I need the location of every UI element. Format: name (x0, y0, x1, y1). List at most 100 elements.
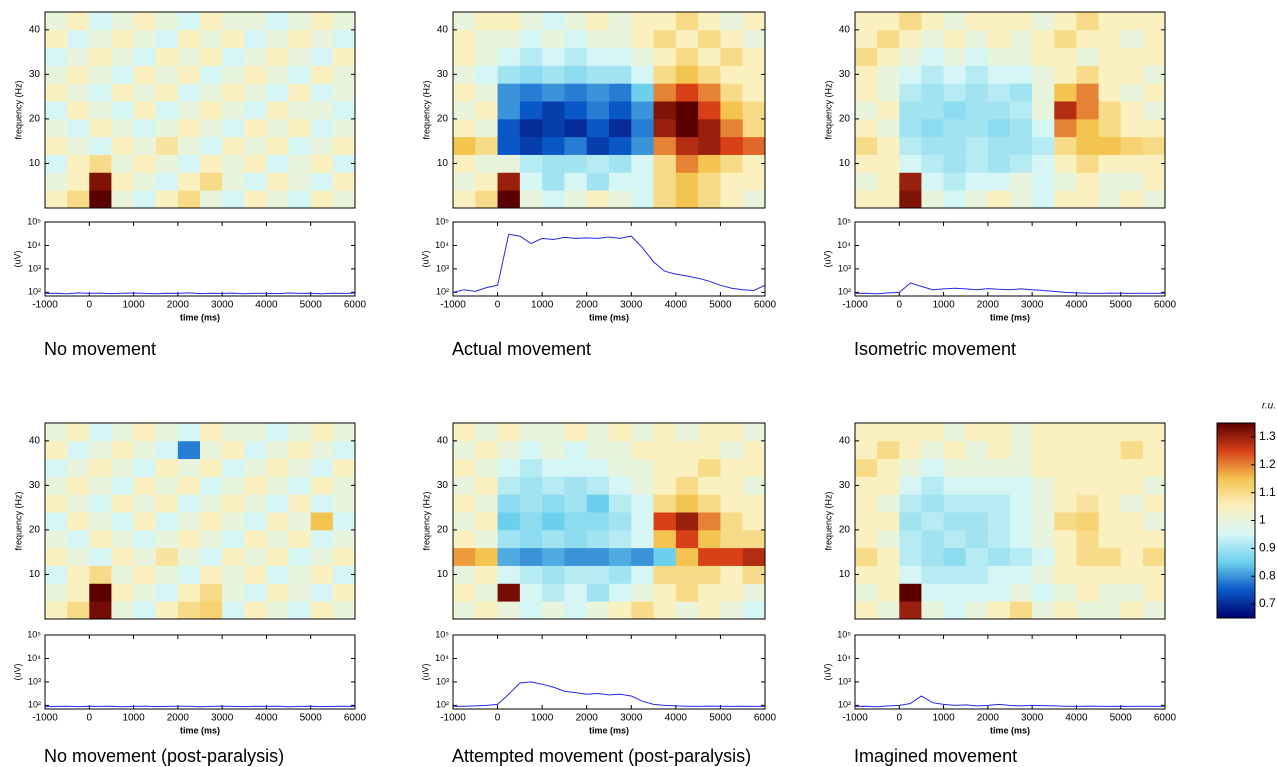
heatmap-cell (155, 101, 179, 120)
heatmap-cell (67, 83, 90, 102)
heatmap-cell (1010, 190, 1033, 209)
x-tick-label: 4000 (665, 713, 688, 724)
heatmap-cell (877, 154, 900, 173)
heatmap-cell (586, 118, 610, 138)
heatmap-cell (1142, 172, 1166, 191)
heatmap-cell (675, 136, 699, 155)
heatmap-cell (332, 47, 356, 66)
heatmap-cell (943, 118, 967, 138)
heatmap-cell (310, 136, 334, 155)
heatmap-cells (45, 423, 356, 620)
signal-line (452, 233, 766, 293)
heatmap-cell (586, 529, 610, 549)
heatmap-cell (675, 458, 699, 477)
heatmap-cell (519, 547, 543, 566)
heatmap-cell (475, 136, 498, 155)
heatmap-cell (899, 172, 922, 191)
heatmap-cell (742, 190, 766, 209)
heatmap-cell (609, 65, 632, 84)
heatmap-cell (742, 476, 766, 495)
x-tick-label: 0 (495, 713, 501, 724)
heatmap-cell (1054, 440, 1077, 460)
heatmap-cell (1054, 118, 1077, 138)
heatmap-cell (720, 12, 744, 31)
heatmap-cell (111, 118, 134, 138)
heatmap-cell (89, 12, 112, 31)
heatmap-cell (288, 190, 312, 209)
heatmap-cell (1010, 494, 1033, 513)
heatmap-cell (675, 118, 699, 138)
heatmap-cell (497, 512, 521, 531)
y-tick-label: 40 (437, 24, 449, 35)
y-tick-label: 30 (29, 69, 41, 80)
y-axis-label: frequency (Hz) (13, 491, 23, 550)
y-tick-label: 40 (839, 435, 851, 446)
heatmap-cell (586, 512, 610, 531)
heatmap-cell (497, 476, 521, 495)
x-axis-label: time (ms) (589, 312, 629, 322)
heatmap-cell (200, 154, 223, 173)
heatmap-cell (564, 29, 588, 49)
x-tick-label: 3000 (211, 300, 234, 311)
heatmap-cell (497, 494, 521, 513)
heatmap-cell (519, 29, 543, 49)
heatmap-cell (1054, 12, 1077, 31)
heatmap-cell (453, 547, 476, 566)
y-axis-label: (uV) (420, 663, 430, 680)
heatmap-cell (965, 12, 989, 31)
heatmap-cell (631, 440, 654, 460)
x-tick-label: 0 (87, 300, 93, 311)
heatmap-cell (653, 12, 677, 31)
heatmap-cell (609, 47, 632, 66)
heatmap-cell (564, 601, 588, 620)
heatmap-cell (288, 565, 312, 584)
heatmap-cell (720, 583, 744, 602)
heatmap-cell (586, 565, 610, 584)
heatmap-cell (1076, 423, 1099, 442)
heatmap-cell (200, 118, 223, 138)
heatmap-cell (855, 440, 878, 460)
heatmap-cell (720, 136, 744, 155)
heatmap-cell (675, 190, 699, 209)
heatmap-cell (133, 136, 157, 155)
heatmap-cell (200, 512, 223, 531)
heatmap-cell (586, 190, 610, 209)
heatmap-cell (89, 29, 112, 49)
y-axis-label: frequency (Hz) (823, 491, 833, 550)
heatmap-cell (698, 101, 721, 120)
heatmap-cell (1142, 583, 1166, 602)
heatmap-cell (1054, 136, 1077, 155)
heatmap-cell (877, 118, 900, 138)
heatmap-cell (943, 583, 967, 602)
heatmap-cell (675, 476, 699, 495)
heatmap-cell (519, 583, 543, 602)
heatmap-cell (1120, 458, 1144, 477)
heatmap-cell (877, 458, 900, 477)
heatmap-cell (1010, 12, 1033, 31)
heatmap-cell (266, 83, 289, 102)
heatmap-cell (1032, 65, 1055, 84)
x-tick-label: 1000 (531, 713, 554, 724)
heatmap-cell (1142, 136, 1166, 155)
heatmap-cell (855, 494, 878, 513)
heatmap-cell (89, 423, 112, 442)
heatmap-cell (1032, 136, 1055, 155)
heatmap-cell (542, 83, 565, 102)
heatmap-cell (653, 83, 677, 102)
heatmap-cell (720, 47, 744, 66)
heatmap-cell (497, 12, 521, 31)
heatmap-cell (1032, 440, 1055, 460)
heatmap-cell (921, 101, 944, 120)
heatmap-cell (877, 12, 900, 31)
heatmap-cell (67, 458, 90, 477)
heatmap-cell (155, 494, 179, 513)
heatmap-cell (943, 601, 967, 620)
heatmap-cell (609, 118, 632, 138)
heatmap-cell (332, 565, 356, 584)
heatmap-cell (45, 83, 68, 102)
heatmap-cell (1120, 65, 1144, 84)
heatmap-cell (497, 47, 521, 66)
heatmap-cell (987, 440, 1011, 460)
heatmap-cell (288, 601, 312, 620)
heatmap-cell (1010, 512, 1033, 531)
